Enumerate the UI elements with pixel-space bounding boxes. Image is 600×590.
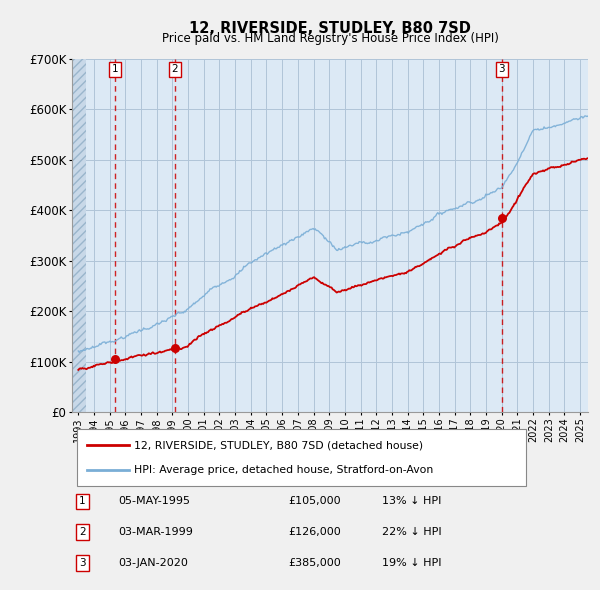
- Text: HPI: Average price, detached house, Stratford-on-Avon: HPI: Average price, detached house, Stra…: [134, 465, 433, 475]
- Text: 12, RIVERSIDE, STUDLEY, B80 7SD (detached house): 12, RIVERSIDE, STUDLEY, B80 7SD (detache…: [134, 440, 423, 450]
- FancyBboxPatch shape: [77, 430, 526, 486]
- Text: 03-MAR-1999: 03-MAR-1999: [118, 527, 193, 537]
- Text: 19% ↓ HPI: 19% ↓ HPI: [382, 558, 441, 568]
- Text: 3: 3: [499, 64, 505, 74]
- Bar: [72, 59, 86, 412]
- Text: £105,000: £105,000: [289, 496, 341, 506]
- Text: £385,000: £385,000: [289, 558, 341, 568]
- Text: 13% ↓ HPI: 13% ↓ HPI: [382, 496, 441, 506]
- Text: 22% ↓ HPI: 22% ↓ HPI: [382, 527, 441, 537]
- Text: 1: 1: [112, 64, 118, 74]
- Text: 1: 1: [79, 496, 86, 506]
- Text: 12, RIVERSIDE, STUDLEY, B80 7SD: 12, RIVERSIDE, STUDLEY, B80 7SD: [189, 21, 471, 35]
- Text: Price paid vs. HM Land Registry's House Price Index (HPI): Price paid vs. HM Land Registry's House …: [161, 32, 499, 45]
- Text: 3: 3: [79, 558, 86, 568]
- Text: £126,000: £126,000: [289, 527, 341, 537]
- Text: 05-MAY-1995: 05-MAY-1995: [118, 496, 190, 506]
- Text: 2: 2: [79, 527, 86, 537]
- Text: 03-JAN-2020: 03-JAN-2020: [118, 558, 188, 568]
- Text: 2: 2: [172, 64, 178, 74]
